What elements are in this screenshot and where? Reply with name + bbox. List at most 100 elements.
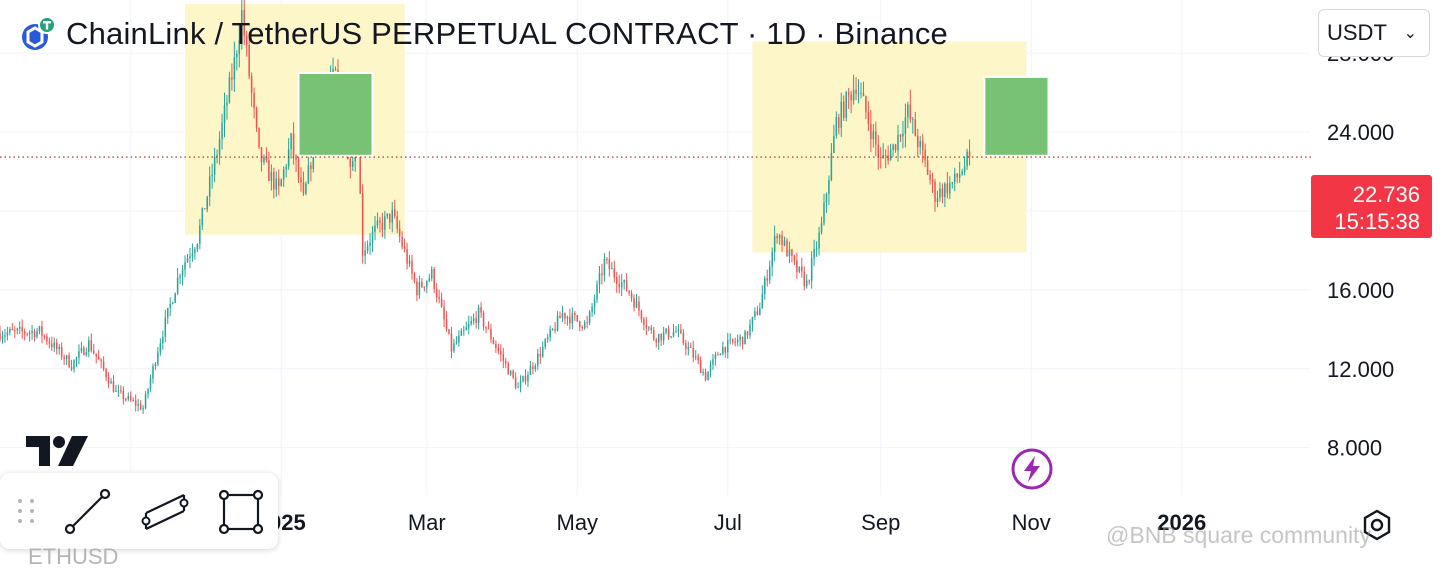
candle-body xyxy=(401,236,403,247)
candle-body xyxy=(591,306,593,312)
candle-body xyxy=(179,275,181,278)
candle-body xyxy=(154,364,157,367)
candle-body xyxy=(845,92,847,118)
candle-body xyxy=(186,258,189,263)
candle-body xyxy=(751,316,754,325)
candle-body xyxy=(18,327,21,329)
candle-body xyxy=(117,390,120,392)
candle-body xyxy=(448,329,450,334)
candle-body xyxy=(662,332,665,341)
candle-body xyxy=(958,174,961,178)
y-tick-label: 16.000 xyxy=(1327,278,1394,303)
candle-body xyxy=(929,174,931,180)
candle-body xyxy=(961,171,963,175)
trend-line-tool-icon[interactable] xyxy=(62,487,112,537)
candle-body xyxy=(934,181,936,203)
candle-body xyxy=(100,359,102,362)
candle-body xyxy=(55,342,58,350)
candle-body xyxy=(221,122,223,140)
chevron-down-icon: ⌄ xyxy=(1403,25,1417,42)
candle-body xyxy=(359,152,361,194)
lightning-icon[interactable] xyxy=(1010,447,1054,491)
candle-body xyxy=(823,202,825,224)
candle-body xyxy=(208,176,211,197)
candle-body xyxy=(677,329,680,332)
candle-body xyxy=(495,343,497,348)
candle-body xyxy=(443,306,445,320)
candle-body xyxy=(546,337,549,340)
candle-body xyxy=(603,258,606,276)
x-tick-label: 2026 xyxy=(1157,510,1206,535)
candle-body xyxy=(95,353,97,357)
settings-icon[interactable] xyxy=(1360,508,1394,542)
candle-body xyxy=(759,308,761,315)
candle-body xyxy=(623,279,625,283)
candle-body xyxy=(512,370,514,378)
y-tick-label: 8.000 xyxy=(1327,436,1382,461)
candle-body xyxy=(206,196,208,210)
candle-body xyxy=(500,350,502,355)
candle-body xyxy=(490,328,492,340)
candle-body xyxy=(142,408,144,410)
candle-body xyxy=(773,236,776,252)
candle-body xyxy=(956,173,958,178)
rectangle-tool-icon[interactable] xyxy=(216,487,266,537)
candle-body xyxy=(189,256,191,259)
candle-body xyxy=(667,328,670,338)
candle-body xyxy=(625,279,628,291)
candle-body xyxy=(391,209,394,223)
candle-body xyxy=(435,288,438,298)
candle-body xyxy=(867,111,870,124)
candle-body xyxy=(544,339,546,347)
candle-body xyxy=(855,89,857,94)
candle-body xyxy=(26,333,28,335)
candle-body xyxy=(147,389,149,395)
candle-body xyxy=(433,269,435,289)
candle-body xyxy=(253,92,255,109)
candle-body xyxy=(606,258,608,260)
candle-body xyxy=(564,313,566,319)
candle-body xyxy=(428,278,431,282)
candle-body xyxy=(904,117,907,134)
candle-body xyxy=(162,336,164,344)
candle-body xyxy=(470,320,472,324)
candle-body xyxy=(196,244,199,250)
target-box xyxy=(297,71,374,157)
candle-body xyxy=(411,260,413,274)
candle-body xyxy=(33,330,36,338)
candle-body xyxy=(887,155,889,161)
candle-body xyxy=(586,322,588,324)
candle-body xyxy=(255,108,258,128)
candle-body xyxy=(492,339,495,344)
candle-body xyxy=(381,222,384,230)
candle-body xyxy=(450,333,453,352)
candle-body xyxy=(529,366,532,376)
candle-body xyxy=(593,299,596,307)
y-tick-label: 24.000 xyxy=(1327,120,1394,145)
candle-body xyxy=(507,363,509,375)
candle-body xyxy=(233,57,236,80)
candle-body xyxy=(80,347,83,352)
candle-body xyxy=(102,361,105,370)
candle-body xyxy=(648,327,650,329)
candle-body xyxy=(51,343,53,348)
candle-body xyxy=(778,235,781,239)
candle-body xyxy=(966,151,968,167)
candle-body xyxy=(228,77,231,103)
currency-select[interactable]: USDT ⌄ xyxy=(1318,9,1430,57)
candle-body xyxy=(833,136,835,154)
parallel-channel-tool-icon[interactable] xyxy=(140,487,190,537)
candle-body xyxy=(265,156,268,161)
candle-body xyxy=(485,326,487,329)
candle-body xyxy=(292,133,295,156)
candle-body xyxy=(139,404,142,410)
drag-handle-icon[interactable] xyxy=(14,497,40,529)
candle-body xyxy=(408,260,411,264)
candle-body xyxy=(241,10,243,41)
candle-body xyxy=(786,240,788,257)
candle-body xyxy=(438,297,440,299)
candle-body xyxy=(310,165,312,169)
candle-body xyxy=(475,318,477,323)
candle-body xyxy=(657,334,660,343)
